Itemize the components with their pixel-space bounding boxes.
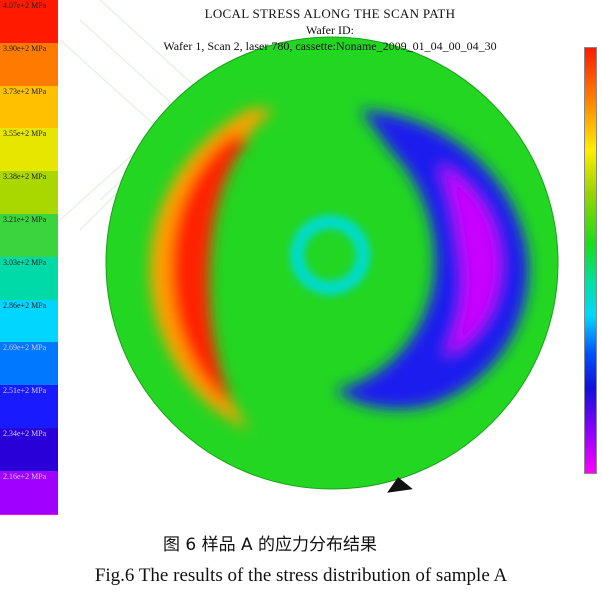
center-ring	[290, 215, 370, 295]
legend-level-label: 2.69e+2 MPa	[3, 343, 47, 353]
right-crescent-blue	[335, 110, 529, 410]
left-crescent-core	[170, 135, 250, 405]
legend-level-10: 2.34e+2 MPa	[0, 428, 58, 471]
color-scale-bar	[584, 47, 597, 474]
wafer-stress-map	[59, 0, 559, 490]
stress-legend: 4.07e+2 MPa 3.90e+2 MPa 3.73e+2 MPa 3.55e+2…	[0, 0, 58, 515]
legend-level-2: 3.73e+2 MPa	[0, 85, 58, 129]
left-crescent-halo	[150, 108, 275, 430]
legend-level-11: 2.16e+2 MPa	[0, 470, 58, 514]
chart-title: LOCAL STRESS ALONG THE SCAN PATH	[204, 6, 456, 21]
legend-level-label: 2.51e+2 MPa	[3, 386, 47, 396]
legend-level-7: 2.86e+2 MPa	[0, 299, 58, 343]
legend-level-label: 2.34e+2 MPa	[3, 429, 47, 438]
legend-level-label: 3.03e+2 MPa	[3, 257, 47, 267]
figure-caption-chinese: 图 6 样品 A 的应力分布结果	[162, 535, 378, 555]
legend-level-9: 2.51e+2 MPa	[0, 385, 58, 428]
legend-level-label: 3.38e+2 MPa	[3, 172, 47, 182]
legend-level-label: 4.07e+2 MPa	[3, 1, 47, 10]
wafer-id-label: Wafer ID:	[305, 23, 354, 37]
chart-title-block: LOCAL STRESS ALONG THE SCAN PATH Wafer I…	[110, 6, 550, 54]
legend-level-label: 2.86e+2 MPa	[3, 300, 47, 310]
legend-level-label: 2.16e+2 MPa	[3, 471, 47, 481]
legend-level-0: 4.07e+2 MPa	[0, 0, 58, 43]
legend-level-label: 3.73e+2 MPa	[3, 86, 47, 96]
center-spot	[318, 243, 342, 267]
figure-caption-english: Fig.6 The results of the stress distribu…	[94, 565, 508, 586]
legend-level-6: 3.03e+2 MPa	[0, 256, 58, 300]
legend-level-label: 3.90e+2 MPa	[3, 43, 47, 53]
legend-level-5: 3.21e+2 MPa	[0, 214, 58, 257]
legend-level-label: 3.55e+2 MPa	[3, 129, 47, 139]
legend-level-label: 3.21e+2 MPa	[3, 215, 47, 224]
scan-info-text: Wafer 1, Scan 2, laser 780, cassette:Non…	[163, 39, 497, 53]
legend-level-12	[0, 513, 58, 515]
stress-map-figure: 4.07e+2 MPa 3.90e+2 MPa 3.73e+2 MPa 3.55e+2…	[0, 0, 597, 515]
right-crescent-violet	[440, 165, 500, 355]
wafer-outline	[105, 36, 559, 490]
legend-level-3: 3.55e+2 MPa	[0, 128, 58, 172]
legend-level-4: 3.38e+2 MPa	[0, 171, 58, 214]
legend-level-1: 3.90e+2 MPa	[0, 42, 58, 86]
legend-level-8: 2.69e+2 MPa	[0, 342, 58, 386]
